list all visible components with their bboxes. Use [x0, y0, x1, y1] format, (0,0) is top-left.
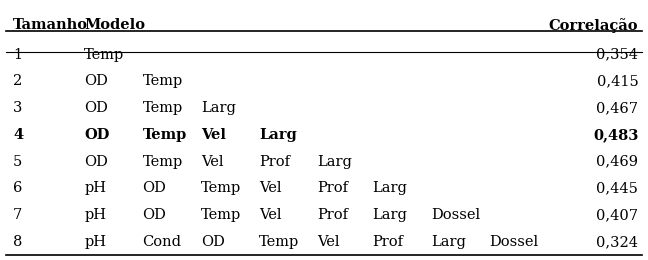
Text: Modelo: Modelo [84, 18, 145, 32]
Text: Temp: Temp [143, 74, 183, 88]
Text: Temp: Temp [143, 155, 183, 168]
Text: Temp: Temp [143, 101, 183, 115]
Text: 0,407: 0,407 [596, 208, 638, 222]
Text: Prof: Prof [259, 155, 290, 168]
Text: OD: OD [143, 208, 167, 222]
Text: 0,467: 0,467 [596, 101, 638, 115]
Text: Tamanho: Tamanho [13, 18, 88, 32]
Text: 8: 8 [13, 235, 22, 249]
Text: Larg: Larg [373, 208, 408, 222]
Text: Prof: Prof [318, 208, 349, 222]
Text: Vel: Vel [259, 181, 282, 195]
Text: OD: OD [84, 101, 108, 115]
Text: Dossel: Dossel [489, 235, 538, 249]
Text: Larg: Larg [259, 128, 297, 142]
Text: Vel: Vel [201, 155, 224, 168]
Text: Vel: Vel [259, 208, 282, 222]
Text: Vel: Vel [201, 128, 226, 142]
Text: 6: 6 [13, 181, 22, 195]
Text: OD: OD [84, 128, 110, 142]
Text: Temp: Temp [201, 181, 241, 195]
Text: OD: OD [143, 181, 167, 195]
Text: Temp: Temp [201, 208, 241, 222]
Text: Larg: Larg [318, 155, 353, 168]
Text: OD: OD [201, 235, 225, 249]
Text: 0,445: 0,445 [596, 181, 638, 195]
Text: Dossel: Dossel [431, 208, 480, 222]
Text: 2: 2 [13, 74, 22, 88]
Text: Prof: Prof [373, 235, 404, 249]
Text: 0,324: 0,324 [596, 235, 638, 249]
Text: 0,354: 0,354 [596, 48, 638, 62]
Text: 3: 3 [13, 101, 22, 115]
Text: Correlação: Correlação [549, 18, 638, 33]
Text: Larg: Larg [373, 181, 408, 195]
Text: Temp: Temp [143, 128, 187, 142]
Text: Prof: Prof [318, 181, 349, 195]
Text: Larg: Larg [431, 235, 466, 249]
Text: pH: pH [84, 235, 106, 249]
Text: 0,469: 0,469 [596, 155, 638, 168]
Text: OD: OD [84, 74, 108, 88]
Text: Temp: Temp [84, 48, 124, 62]
Text: pH: pH [84, 208, 106, 222]
Text: 5: 5 [13, 155, 22, 168]
Text: OD: OD [84, 155, 108, 168]
Text: Cond: Cond [143, 235, 181, 249]
Text: 0,415: 0,415 [597, 74, 638, 88]
Text: 0,483: 0,483 [593, 128, 638, 142]
Text: Temp: Temp [259, 235, 299, 249]
Text: Larg: Larg [201, 101, 236, 115]
Text: 7: 7 [13, 208, 22, 222]
Text: Vel: Vel [318, 235, 340, 249]
Text: 1: 1 [13, 48, 22, 62]
Text: 4: 4 [13, 128, 23, 142]
Text: pH: pH [84, 181, 106, 195]
